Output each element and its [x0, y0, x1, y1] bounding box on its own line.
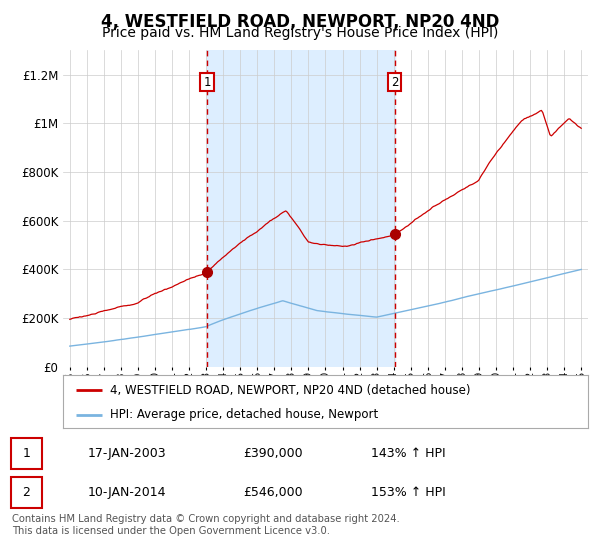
Text: Price paid vs. HM Land Registry's House Price Index (HPI): Price paid vs. HM Land Registry's House … — [102, 26, 498, 40]
FancyBboxPatch shape — [11, 438, 43, 469]
Text: 1: 1 — [23, 447, 31, 460]
Text: 10-JAN-2014: 10-JAN-2014 — [87, 486, 166, 499]
Text: 143% ↑ HPI: 143% ↑ HPI — [371, 447, 446, 460]
Text: 4, WESTFIELD ROAD, NEWPORT, NP20 4ND: 4, WESTFIELD ROAD, NEWPORT, NP20 4ND — [101, 13, 499, 31]
Bar — [207, 50, 395, 367]
Text: 1: 1 — [203, 76, 211, 88]
Text: 4, WESTFIELD ROAD, NEWPORT, NP20 4ND (detached house): 4, WESTFIELD ROAD, NEWPORT, NP20 4ND (de… — [110, 384, 471, 396]
Text: £390,000: £390,000 — [244, 447, 303, 460]
Text: £546,000: £546,000 — [244, 486, 303, 499]
Text: 2: 2 — [23, 486, 31, 499]
Text: 153% ↑ HPI: 153% ↑ HPI — [371, 486, 446, 499]
Text: Contains HM Land Registry data © Crown copyright and database right 2024.
This d: Contains HM Land Registry data © Crown c… — [12, 514, 400, 536]
Text: HPI: Average price, detached house, Newport: HPI: Average price, detached house, Newp… — [110, 408, 379, 421]
Text: 2: 2 — [391, 76, 398, 88]
Text: 17-JAN-2003: 17-JAN-2003 — [87, 447, 166, 460]
FancyBboxPatch shape — [11, 477, 43, 507]
